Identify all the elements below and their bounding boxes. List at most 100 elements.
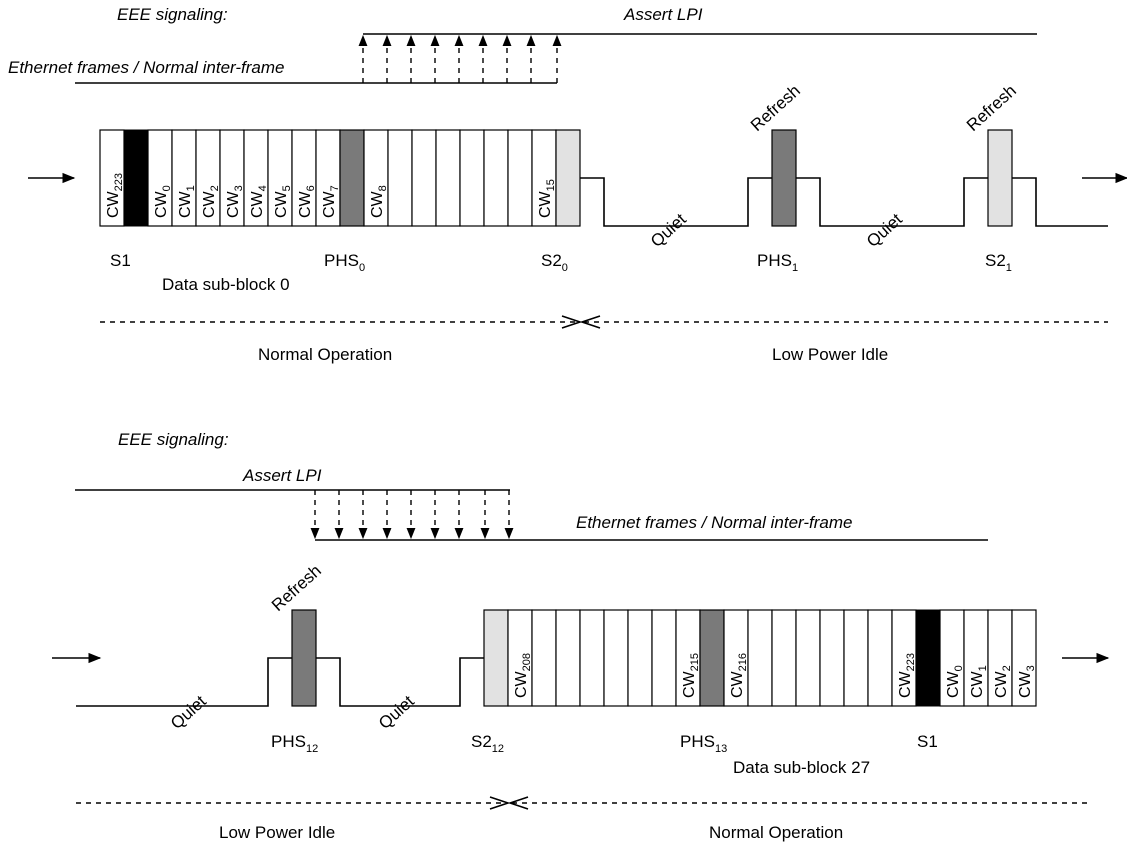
s1-block <box>123 129 149 227</box>
low-power-idle-label: Low Power Idle <box>772 345 888 364</box>
bottom-eee-signaling-label: EEE signaling: <box>118 430 229 449</box>
phs13-block <box>699 609 725 707</box>
cw-label: CW15 <box>537 179 557 218</box>
cell-empty <box>771 609 797 707</box>
phs1-label: PHS1 <box>757 251 798 274</box>
cell-cw5 <box>267 129 293 227</box>
cell-cw215 <box>675 609 701 707</box>
s2-0-label: S20 <box>541 251 568 274</box>
phs1-block <box>771 129 797 227</box>
cell-cw3 <box>1011 609 1037 707</box>
top-frames-label: Ethernet frames / Normal inter-frame <box>8 58 285 77</box>
quiet-label: Quiet <box>647 209 690 250</box>
refresh-label: Refresh <box>963 81 1020 135</box>
cell-cw6 <box>291 129 317 227</box>
cw-label: CW215 <box>681 653 701 698</box>
cell-cw15 <box>531 129 557 227</box>
phs0-block <box>339 129 365 227</box>
cw-label: CW0 <box>153 185 173 218</box>
bottom-quiet-waveform <box>76 657 292 707</box>
top-data-block <box>99 129 581 227</box>
phs0-label: PHS0 <box>324 251 365 274</box>
s2-12-block <box>483 609 509 707</box>
cw-label: CW216 <box>729 653 749 698</box>
span-arrow-left <box>507 796 529 810</box>
cell-empty <box>627 609 653 707</box>
s2-0-block <box>555 129 581 227</box>
normal-operation-label: Normal Operation <box>709 823 843 842</box>
s2-1-block <box>987 129 1013 227</box>
s2-1-label: S21 <box>985 251 1012 274</box>
top-transition-arrows <box>358 34 562 83</box>
refresh-label: Refresh <box>268 561 325 615</box>
data-sub-block-label: Data sub-block 0 <box>162 275 290 294</box>
bottom-data-block <box>483 609 1037 707</box>
refresh-label: Refresh <box>747 81 804 135</box>
bottom-frames-label: Ethernet frames / Normal inter-frame <box>576 513 853 532</box>
cw-label: CW3 <box>1017 665 1037 698</box>
normal-operation-label: Normal Operation <box>258 345 392 364</box>
cell-cw7 <box>315 129 341 227</box>
cell-empty <box>795 609 821 707</box>
cell-empty <box>555 609 581 707</box>
cw-label: CW223 <box>105 173 125 218</box>
cw-label: CW7 <box>321 185 341 218</box>
phs12-block <box>291 609 317 707</box>
cw-label: CW1 <box>177 185 197 218</box>
cell-cw0 <box>939 609 965 707</box>
top-assert-lpi-label: Assert LPI <box>623 5 703 24</box>
cell-empty <box>411 129 437 227</box>
cell-empty <box>867 609 893 707</box>
cell-empty <box>387 129 413 227</box>
data-sub-block-label: Data sub-block 27 <box>733 758 870 777</box>
cell-empty <box>651 609 677 707</box>
cell-cw208 <box>507 609 533 707</box>
cell-empty <box>507 129 533 227</box>
cell-empty <box>579 609 605 707</box>
cw-label: CW6 <box>297 185 317 218</box>
top-quiet-waveform-3 <box>1012 177 1108 227</box>
cell-empty <box>531 609 557 707</box>
cell-empty <box>747 609 773 707</box>
cw-label: CW4 <box>249 185 269 218</box>
cw-label: CW223 <box>897 653 917 698</box>
phs12-label: PHS12 <box>271 732 318 755</box>
cell-cw1 <box>963 609 989 707</box>
bottom-quiet-waveform-2 <box>316 657 484 707</box>
cell-empty <box>459 129 485 227</box>
low-power-idle-label: Low Power Idle <box>219 823 335 842</box>
cw-label: CW5 <box>273 185 293 218</box>
top-quiet-waveform-2 <box>796 177 988 227</box>
top-codeword-labels: CW223 CW0 CW1 CW2 CW3 CW4 CW5 CW6 CW7 CW… <box>105 173 557 218</box>
bottom-assert-lpi-label: Assert LPI <box>242 466 322 485</box>
cw-label: CW0 <box>945 665 965 698</box>
cell-cw8 <box>363 129 389 227</box>
cw-label: CW8 <box>369 185 389 218</box>
quiet-label: Quiet <box>863 209 906 250</box>
cell-cw3 <box>219 129 245 227</box>
cw-label: CW1 <box>969 665 989 698</box>
top-diagram: EEE signaling: Assert LPI Ethernet frame… <box>8 5 1127 364</box>
bottom-codeword-labels: CW208 CW215 CW216 CW223 CW0 CW1 CW2 CW3 <box>513 653 1037 698</box>
bottom-transition-arrows <box>310 490 514 540</box>
cell-empty <box>435 129 461 227</box>
s1-label: S1 <box>110 251 131 270</box>
cw-label: CW3 <box>225 185 245 218</box>
cell-cw4 <box>243 129 269 227</box>
span-arrow-left <box>579 315 601 329</box>
cell-empty <box>483 129 509 227</box>
cell-empty <box>603 609 629 707</box>
top-quiet-waveform <box>580 177 772 227</box>
quiet-label: Quiet <box>375 691 418 732</box>
s1-block <box>915 609 941 707</box>
cw-label: CW2 <box>201 185 221 218</box>
bottom-diagram: EEE signaling: Assert LPI Ethernet frame… <box>52 430 1110 842</box>
cw-label: CW208 <box>513 653 533 698</box>
s2-12-label: S212 <box>471 732 504 755</box>
cell-cw2 <box>987 609 1013 707</box>
cell-cw2 <box>195 129 221 227</box>
phs13-label: PHS13 <box>680 732 727 755</box>
quiet-label: Quiet <box>167 691 210 732</box>
top-eee-signaling-label: EEE signaling: <box>117 5 228 24</box>
